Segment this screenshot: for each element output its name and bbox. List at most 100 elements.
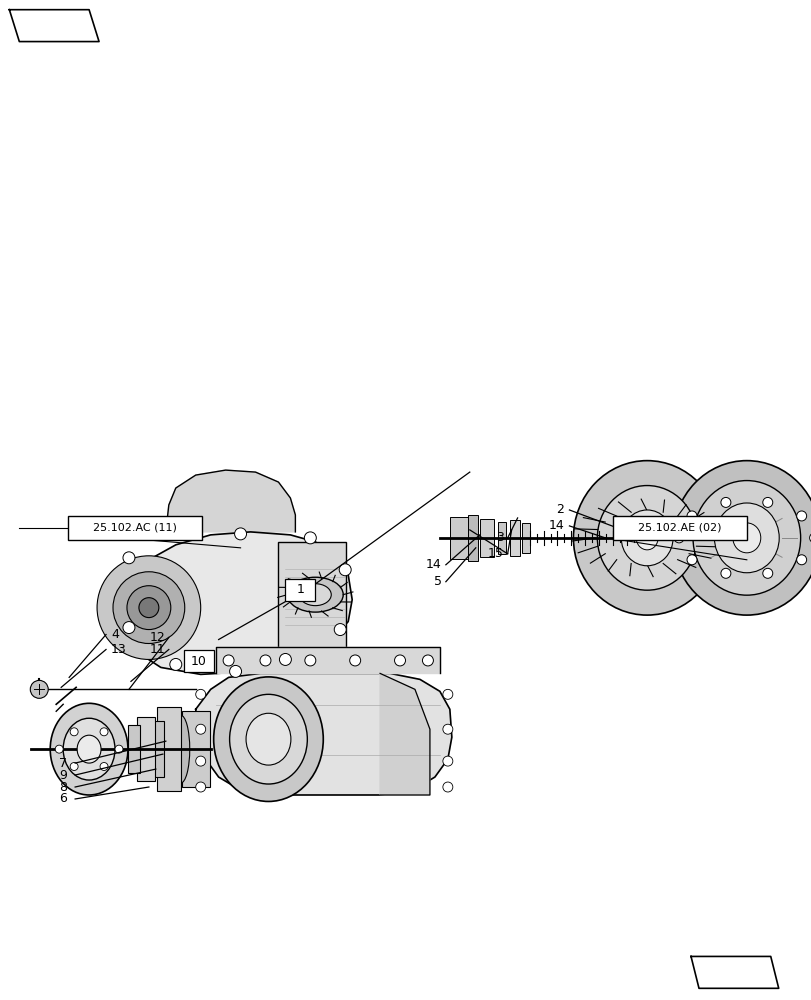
Circle shape	[70, 728, 78, 736]
Circle shape	[686, 555, 696, 565]
Circle shape	[195, 724, 205, 734]
FancyBboxPatch shape	[182, 711, 209, 787]
Circle shape	[334, 624, 345, 636]
Circle shape	[234, 528, 247, 540]
FancyBboxPatch shape	[278, 542, 345, 651]
Polygon shape	[216, 647, 440, 673]
Circle shape	[223, 655, 234, 666]
Ellipse shape	[213, 677, 323, 801]
Text: 1: 1	[296, 583, 304, 596]
Circle shape	[100, 763, 108, 770]
Ellipse shape	[692, 481, 800, 595]
Circle shape	[350, 655, 360, 666]
Circle shape	[260, 655, 271, 666]
Circle shape	[115, 745, 122, 753]
Circle shape	[394, 655, 405, 666]
Circle shape	[796, 511, 805, 521]
FancyBboxPatch shape	[467, 515, 477, 561]
Circle shape	[422, 655, 433, 666]
Ellipse shape	[597, 486, 696, 590]
Circle shape	[195, 782, 205, 792]
Circle shape	[762, 497, 772, 507]
Ellipse shape	[63, 718, 115, 780]
Text: 2: 2	[556, 503, 564, 516]
Ellipse shape	[732, 523, 760, 553]
FancyBboxPatch shape	[497, 522, 505, 554]
Text: 7: 7	[59, 757, 67, 770]
Ellipse shape	[672, 461, 811, 615]
Text: 14: 14	[548, 519, 564, 532]
Circle shape	[762, 568, 772, 578]
Circle shape	[442, 689, 453, 699]
FancyBboxPatch shape	[285, 579, 315, 601]
Ellipse shape	[77, 735, 101, 763]
Circle shape	[304, 532, 316, 544]
Circle shape	[100, 728, 108, 736]
Circle shape	[720, 497, 730, 507]
FancyBboxPatch shape	[479, 519, 493, 557]
Text: 14: 14	[426, 558, 441, 571]
Text: 13: 13	[111, 643, 127, 656]
Circle shape	[127, 586, 170, 630]
FancyBboxPatch shape	[150, 721, 164, 777]
Text: 15: 15	[487, 547, 503, 560]
Circle shape	[55, 745, 63, 753]
Text: 25.102.AE (02): 25.102.AE (02)	[637, 523, 721, 533]
FancyBboxPatch shape	[449, 517, 467, 559]
Polygon shape	[195, 673, 451, 795]
Text: 11: 11	[150, 643, 165, 656]
Text: 6: 6	[59, 792, 67, 805]
FancyBboxPatch shape	[128, 725, 139, 773]
Circle shape	[686, 511, 696, 521]
Polygon shape	[690, 956, 778, 988]
Ellipse shape	[50, 703, 128, 795]
Circle shape	[796, 555, 805, 565]
Circle shape	[70, 763, 78, 770]
Text: 4: 4	[111, 628, 118, 641]
Circle shape	[30, 680, 48, 698]
Ellipse shape	[620, 510, 672, 566]
Circle shape	[442, 756, 453, 766]
Text: 3: 3	[496, 531, 503, 544]
Circle shape	[195, 756, 205, 766]
Ellipse shape	[172, 715, 190, 783]
Polygon shape	[165, 470, 295, 532]
Circle shape	[122, 622, 135, 634]
Ellipse shape	[636, 526, 658, 550]
Circle shape	[169, 658, 182, 670]
Text: 9: 9	[59, 769, 67, 782]
FancyBboxPatch shape	[68, 516, 201, 540]
FancyBboxPatch shape	[157, 707, 181, 791]
Circle shape	[113, 572, 185, 644]
Ellipse shape	[287, 577, 343, 612]
Circle shape	[442, 782, 453, 792]
Ellipse shape	[246, 713, 290, 765]
FancyBboxPatch shape	[612, 516, 746, 540]
FancyBboxPatch shape	[509, 520, 519, 556]
Circle shape	[230, 665, 241, 677]
Ellipse shape	[299, 584, 331, 606]
Circle shape	[139, 598, 159, 618]
FancyBboxPatch shape	[521, 523, 529, 553]
Circle shape	[195, 689, 205, 699]
Text: 10: 10	[191, 655, 206, 668]
Circle shape	[442, 724, 453, 734]
Polygon shape	[380, 673, 429, 795]
Text: 8: 8	[59, 781, 67, 794]
Text: 5: 5	[433, 575, 441, 588]
Circle shape	[673, 533, 683, 543]
FancyBboxPatch shape	[183, 650, 213, 672]
Ellipse shape	[230, 694, 307, 784]
Text: 12: 12	[150, 631, 165, 644]
Polygon shape	[10, 10, 99, 42]
FancyBboxPatch shape	[137, 717, 155, 781]
Circle shape	[122, 552, 135, 564]
Circle shape	[339, 564, 350, 576]
Circle shape	[304, 655, 315, 666]
Circle shape	[279, 653, 291, 665]
Polygon shape	[106, 532, 352, 674]
Circle shape	[97, 556, 200, 659]
Text: 25.102.AC (11): 25.102.AC (11)	[93, 523, 177, 533]
Ellipse shape	[573, 461, 720, 615]
Ellipse shape	[714, 503, 779, 573]
